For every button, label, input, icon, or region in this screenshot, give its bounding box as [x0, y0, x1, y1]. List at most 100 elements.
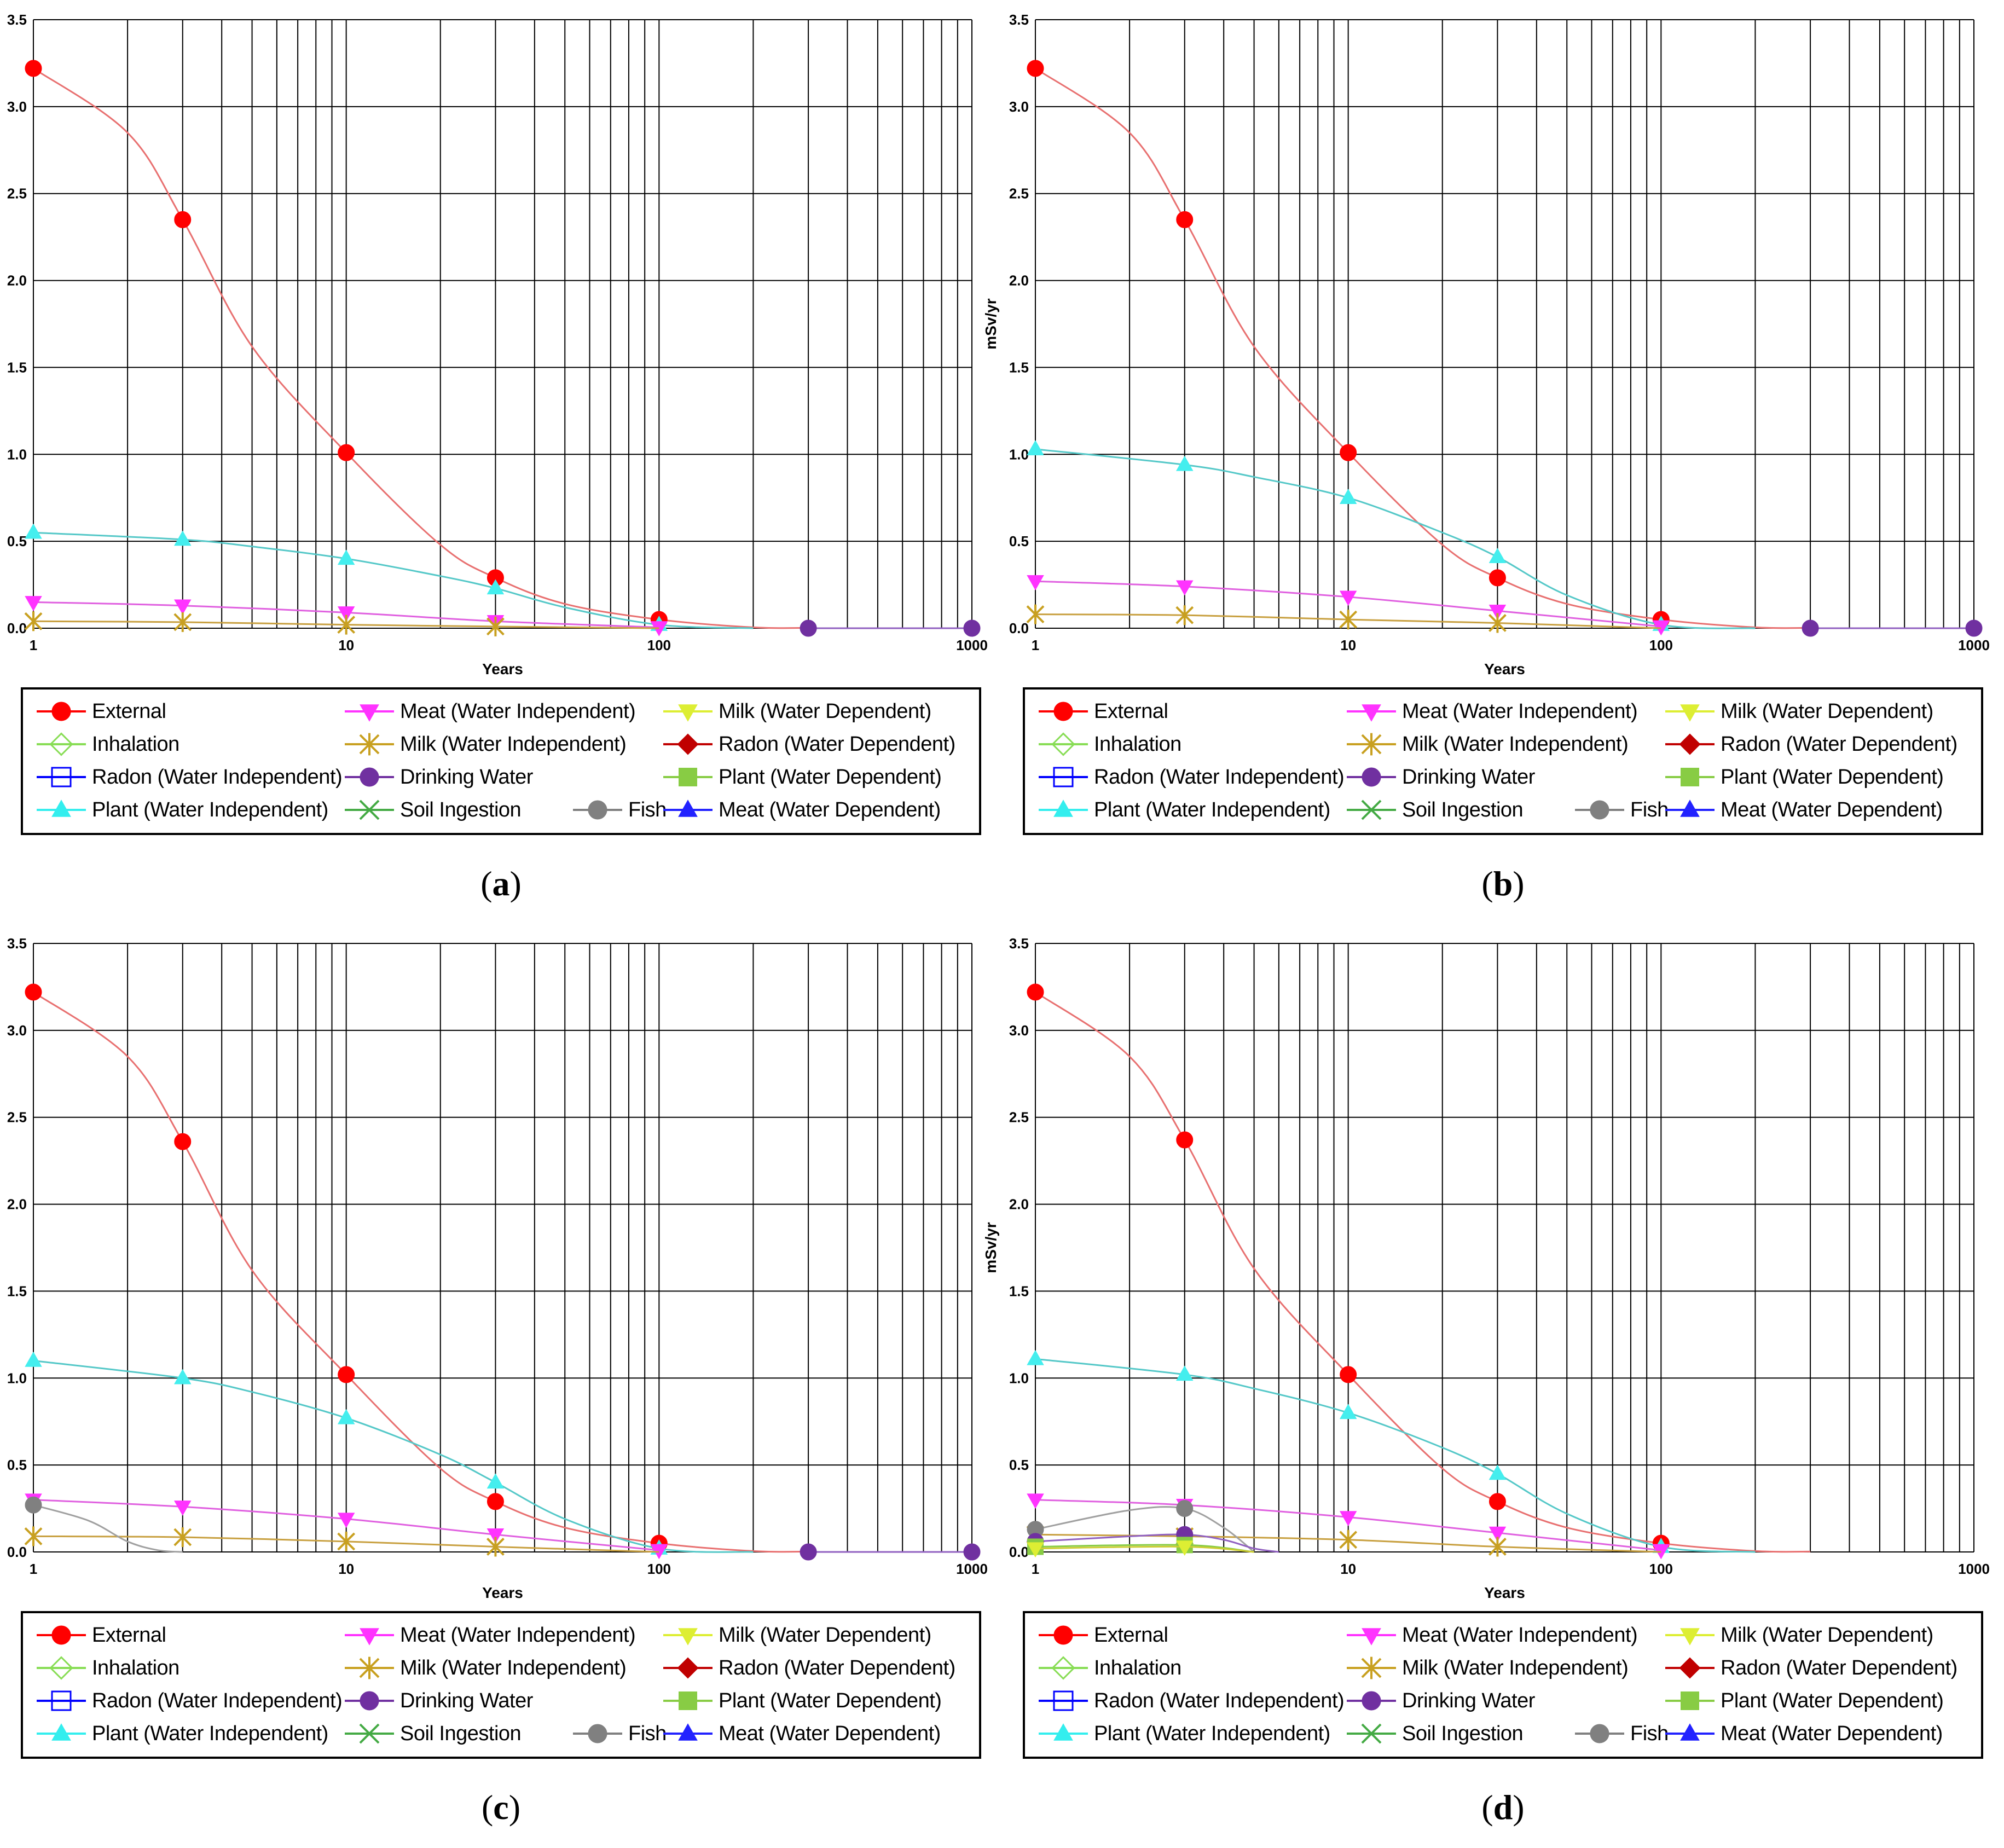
marker-milk-water-independent — [486, 616, 505, 636]
marker-plant-water-independent — [1339, 489, 1357, 504]
legend-item-plant-water-dependent: Plant (Water Dependent) — [1663, 1684, 1944, 1717]
series-line-plant-water-independent — [33, 531, 754, 629]
legend-marker-external — [51, 702, 71, 721]
marker-meat-water-independent — [650, 621, 668, 636]
y-tick-label: 2.5 — [1009, 1109, 1029, 1126]
y-tick-label: 1.5 — [1009, 1283, 1029, 1299]
legend-swatch — [345, 767, 394, 787]
y-axis-label: mSv/yr — [982, 1222, 999, 1273]
legend-marker-meat-water-independent — [360, 704, 379, 722]
marker-plant-water-independent — [1027, 1349, 1044, 1365]
legend-swatch — [663, 704, 713, 722]
legend-item-drinking-water: Drinking Water — [1344, 761, 1535, 793]
marker-external — [25, 983, 42, 1001]
legend-marker-radon-water-independent — [51, 1690, 72, 1711]
marker-meat-water-independent — [174, 599, 192, 615]
legend-marker-meat-water-dependent — [1680, 1723, 1700, 1741]
marker-milk-water-dependent — [1176, 1540, 1194, 1556]
panel-d: 0.0 0.5 1.0 1.5 2.0 2.5 3.0 3.5 1 10 100 1000 Years m… — [982, 924, 2004, 1847]
legend-label: Radon (Water Independent) — [1094, 1689, 1345, 1712]
marker-milk-water-independent — [173, 612, 192, 632]
y-tick-label: 2.0 — [7, 273, 27, 289]
legend-label: Radon (Water Dependent) — [719, 1656, 955, 1679]
legend-label: Meat (Water Independent) — [1402, 1623, 1638, 1647]
y-tick-label: 0.0 — [7, 1544, 27, 1560]
legend-swatch — [37, 1690, 86, 1711]
y-tick-label: 1.0 — [1009, 1370, 1029, 1386]
marker-external — [1027, 983, 1044, 1001]
marker-plant-water-independent — [1176, 455, 1194, 471]
y-tick-label: 2.0 — [1009, 273, 1029, 289]
legend-swatch — [345, 733, 394, 756]
marker-plant-water-independent — [337, 1409, 355, 1424]
series-milk-water-independent — [24, 611, 659, 636]
legend-marker-soil-ingestion — [1361, 800, 1382, 820]
legend-label: Radon (Water Dependent) — [719, 732, 955, 756]
legend-label: Meat (Water Independent) — [1402, 699, 1638, 723]
legend-marker-plant-water-dependent — [679, 1691, 697, 1710]
legend-marker-fish — [588, 1724, 607, 1743]
y-tick-label: 0.0 — [7, 620, 27, 636]
legend-marker-milk-water-independent — [1361, 1656, 1382, 1679]
legend-item-meat-water-dependent: Meat (Water Dependent) — [1663, 1717, 1943, 1750]
legend-swatch — [37, 767, 86, 787]
series-line-plant-water-independent — [33, 1360, 754, 1553]
marker-meat-water-independent — [1339, 590, 1357, 606]
legend-swatch — [1665, 704, 1715, 722]
legend-marker-soil-ingestion — [1361, 1723, 1382, 1744]
caption-d: (d) — [1481, 1788, 1525, 1827]
series-plant-water-independent — [1027, 440, 1756, 631]
y-tick-label: 2.0 — [1009, 1196, 1029, 1213]
legend-swatch — [37, 1625, 86, 1645]
caption-c: (c) — [481, 1788, 521, 1827]
legend-label: Soil Ingestion — [1402, 798, 1524, 821]
legend-swatch — [1039, 1723, 1088, 1741]
marker-plant-water-independent — [486, 579, 505, 595]
legend-marker-external — [1053, 1625, 1073, 1645]
marker-meat-water-independent — [1339, 1511, 1357, 1526]
legend-swatch — [1039, 702, 1088, 721]
legend-marker-external — [51, 1625, 71, 1645]
legend-item-radon-water-independent: Radon (Water Independent) — [1036, 761, 1345, 793]
legend-item-meat-water-dependent: Meat (Water Dependent) — [1663, 793, 1943, 826]
legend-marker-inhalation — [1051, 1656, 1075, 1680]
legend-swatch — [663, 1691, 713, 1710]
legend-label: Radon (Water Dependent) — [1721, 1656, 1957, 1679]
legend-item-radon-water-independent: Radon (Water Independent) — [1036, 1684, 1345, 1717]
series-plant-water-independent — [1027, 1349, 1756, 1553]
legend-label: Meat (Water Independent) — [400, 1623, 636, 1647]
legend-item-milk-water-independent: Milk (Water Independent) — [1344, 1652, 1629, 1684]
legend-marker-drinking-water — [360, 1691, 379, 1711]
legend-swatch — [345, 1691, 394, 1711]
marker-external — [1176, 1131, 1194, 1149]
series-external — [25, 60, 809, 629]
marker-drinking-water — [1802, 619, 1819, 637]
marker-external — [1340, 444, 1357, 461]
legend-label: Meat (Water Dependent) — [1721, 1722, 1943, 1745]
legend-swatch — [37, 1723, 86, 1741]
series-line-plant-water-independent — [1035, 448, 1756, 629]
legend-marker-fish — [1590, 1724, 1609, 1743]
legend-label: Drinking Water — [1402, 1689, 1535, 1712]
legend-marker-radon-water-dependent — [1679, 733, 1701, 755]
legend-item-meat-water-independent: Meat (Water Independent) — [1344, 695, 1638, 728]
marker-plant-water-independent — [1027, 440, 1044, 456]
legend-item-inhalation: Inhalation — [1036, 1652, 1181, 1684]
legend-item-meat-water-dependent: Meat (Water Dependent) — [661, 1717, 941, 1750]
marker-drinking-water — [800, 619, 817, 637]
legend-item-radon-water-dependent: Radon (Water Dependent) — [1663, 728, 1957, 761]
legend-label: Meat (Water Independent) — [400, 699, 636, 723]
legend-item-external: External — [34, 695, 166, 728]
legend-label: External — [92, 699, 166, 723]
series-external — [25, 983, 809, 1553]
panel-c: 0.0 0.5 1.0 1.5 2.0 2.5 3.0 3.5 1 10 100 1000 Years m… — [0, 924, 1002, 1847]
legend-swatch — [37, 800, 86, 817]
series-drinking-water — [800, 1543, 981, 1561]
legend-swatch — [1665, 1657, 1715, 1679]
y-tick-label: 3.5 — [7, 11, 27, 28]
grid-c — [33, 943, 972, 1552]
legend-marker-milk-water-dependent — [1680, 704, 1700, 722]
y-tick-label: 1.0 — [7, 446, 27, 462]
legend-item-plant-water-independent: Plant (Water Independent) — [1036, 793, 1330, 826]
legend-swatch — [37, 1656, 86, 1680]
